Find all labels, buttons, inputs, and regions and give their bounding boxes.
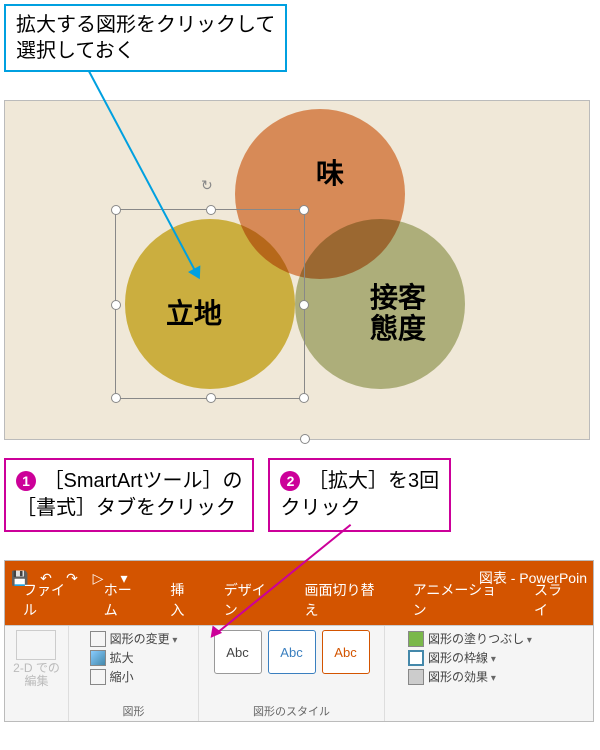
tab-home[interactable]: ホーム xyxy=(92,575,157,625)
instruction-1-text-a: ［SmartArtツール］の xyxy=(44,470,243,492)
group-label-shapes: 図形 xyxy=(123,703,145,719)
instruction-2: 2 ［拡大］を3回 クリック xyxy=(268,458,451,532)
instruction-2-text-b: クリック xyxy=(280,497,360,519)
style-preset-3[interactable]: Abc xyxy=(322,630,370,674)
edit-2d-button[interactable]: 2-D での 編集 xyxy=(13,630,60,688)
sel-handle[interactable] xyxy=(111,393,121,403)
venn-label-right: 接客 態度 xyxy=(370,283,426,345)
tab-transitions[interactable]: 画面切り替え xyxy=(293,575,399,625)
instruction-2-text-a: ［拡大］を3回 xyxy=(308,470,439,492)
shape-fill-button[interactable]: 図形の塗りつぶし xyxy=(408,630,532,647)
tab-animations[interactable]: アニメーション xyxy=(401,575,520,625)
sel-handle[interactable] xyxy=(111,205,121,215)
callout-line2: 選択しておく xyxy=(16,38,275,64)
instruction-row: 1 ［SmartArtツール］の ［書式］タブをクリック 2 ［拡大］を3回 ク… xyxy=(4,458,596,532)
sel-handle[interactable] xyxy=(299,393,309,403)
effects-icon xyxy=(408,669,424,685)
tab-slideshow[interactable]: スライ xyxy=(522,575,587,625)
smartart-canvas[interactable]: 味 接客 態度 立地 ↻ xyxy=(4,100,590,440)
change-shape-icon xyxy=(90,631,106,647)
outline-icon xyxy=(408,650,424,666)
instruction-1: 1 ［SmartArtツール］の ［書式］タブをクリック xyxy=(4,458,254,532)
ribbon-tabs: ファイル ホーム 挿入 デザイン 画面切り替え アニメーション スライ xyxy=(5,595,593,625)
shape-outline-button[interactable]: 図形の枠線 xyxy=(408,649,496,666)
group-shape-styles: Abc Abc Abc 図形のスタイル xyxy=(199,626,385,721)
ribbon-format: 2-D での 編集 図形の変更 拡大 縮小 図形 Abc Abc Abc 図形の… xyxy=(5,625,593,721)
step-badge-2: 2 xyxy=(280,471,300,491)
instruction-1-text-b: ［書式］タブをクリック xyxy=(16,497,236,519)
style-preset-2[interactable]: Abc xyxy=(268,630,316,674)
sel-handle[interactable] xyxy=(299,300,309,310)
shape-effects-button[interactable]: 図形の効果 xyxy=(408,668,496,685)
group-shape-format: 図形の塗りつぶし 図形の枠線 図形の効果 xyxy=(385,626,555,721)
tab-insert[interactable]: 挿入 xyxy=(158,575,209,625)
group-shapes: 図形の変更 拡大 縮小 図形 xyxy=(69,626,199,721)
powerpoint-window: 💾 ↶ ↷ ▷ ▾ 図表 - PowerPoin ファイル ホーム 挿入 デザイ… xyxy=(4,560,594,722)
fill-icon xyxy=(408,631,424,647)
sel-handle[interactable] xyxy=(299,205,309,215)
sel-handle[interactable] xyxy=(206,205,216,215)
sel-handle[interactable] xyxy=(300,434,310,444)
callout-line1: 拡大する図形をクリックして xyxy=(16,12,275,38)
callout-select-shape: 拡大する図形をクリックして 選択しておく xyxy=(4,4,287,72)
style-preset-1[interactable]: Abc xyxy=(214,630,262,674)
venn-circle-right[interactable]: 接客 態度 xyxy=(295,219,465,389)
enlarge-icon xyxy=(90,650,106,666)
selection-box xyxy=(115,209,305,399)
shrink-button[interactable]: 縮小 xyxy=(90,668,134,685)
tab-file[interactable]: ファイル xyxy=(11,575,90,625)
change-shape-button[interactable]: 図形の変更 xyxy=(90,630,178,647)
sel-handle[interactable] xyxy=(111,300,121,310)
sel-handle[interactable] xyxy=(206,393,216,403)
group-label-styles: 図形のスタイル xyxy=(253,703,330,719)
enlarge-button[interactable]: 拡大 xyxy=(90,649,134,666)
step-badge-1: 1 xyxy=(16,471,36,491)
venn-label-top: 味 xyxy=(316,159,344,190)
group-2d-edit: 2-D での 編集 xyxy=(5,626,69,721)
rotate-handle[interactable]: ↻ xyxy=(201,177,215,191)
shrink-icon xyxy=(90,669,106,685)
